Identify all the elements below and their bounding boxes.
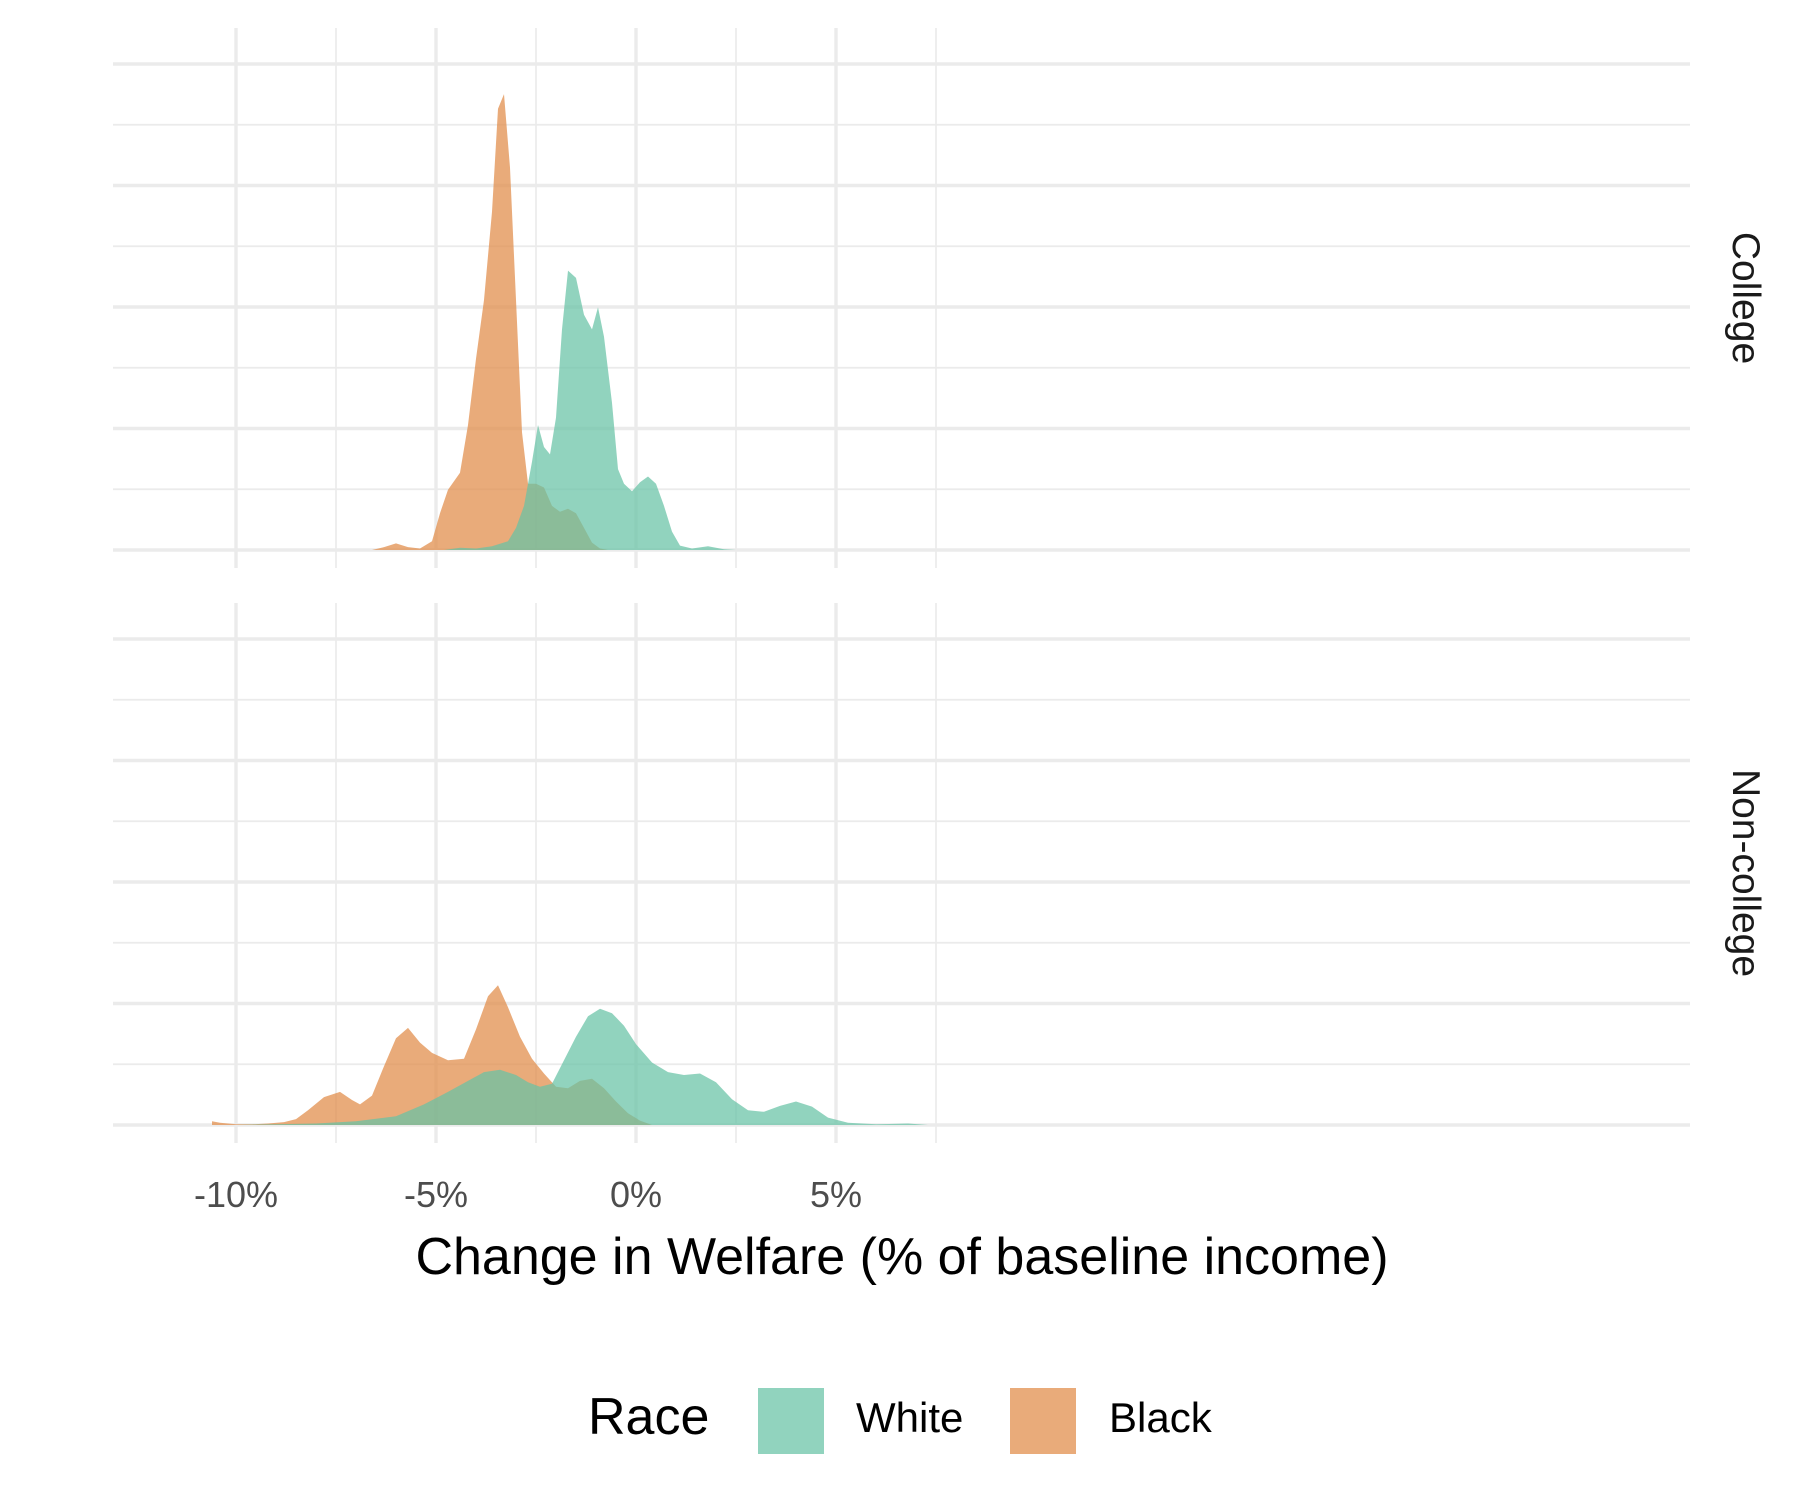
x-axis-title: Change in Welfare (% of baseline income): [415, 1228, 1388, 1286]
panel-college: College: [113, 28, 1767, 568]
legend: Race White Black: [588, 1388, 1213, 1454]
x-axis: -10% -5% 0% 5%: [194, 1174, 862, 1215]
facet-label-college: College: [1724, 232, 1767, 364]
legend-key-black: [1010, 1388, 1076, 1454]
density-area-white-non-college: [236, 1008, 928, 1125]
legend-label-white: White: [856, 1394, 963, 1441]
x-tick-label: -5%: [404, 1174, 468, 1215]
x-tick-label: -10%: [194, 1174, 278, 1215]
facet-label-non-college: Non-college: [1724, 769, 1767, 977]
legend-key-white: [758, 1388, 824, 1454]
x-tick-label: 0%: [610, 1174, 662, 1215]
legend-title: Race: [588, 1388, 709, 1446]
density-area-white-college: [444, 270, 736, 550]
facet-panels: College Non-college: [113, 28, 1767, 1143]
x-tick-label: 5%: [810, 1174, 862, 1215]
panel-non-college: Non-college: [113, 603, 1767, 1143]
density-area-black-college: [372, 94, 608, 550]
legend-label-black: Black: [1109, 1394, 1213, 1441]
